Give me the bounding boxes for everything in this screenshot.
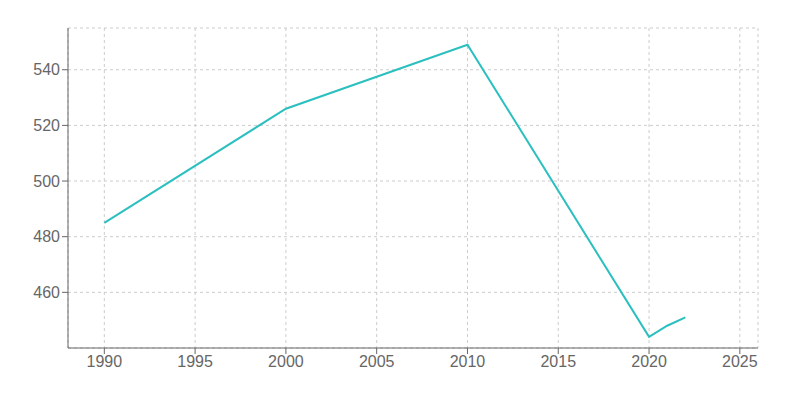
svg-text:540: 540 bbox=[33, 61, 60, 78]
svg-text:1995: 1995 bbox=[177, 353, 213, 370]
svg-text:2010: 2010 bbox=[450, 353, 486, 370]
svg-text:2015: 2015 bbox=[540, 353, 576, 370]
svg-text:2000: 2000 bbox=[268, 353, 304, 370]
svg-text:500: 500 bbox=[33, 173, 60, 190]
svg-text:2025: 2025 bbox=[722, 353, 758, 370]
svg-text:2005: 2005 bbox=[359, 353, 395, 370]
svg-text:2020: 2020 bbox=[631, 353, 667, 370]
svg-text:1990: 1990 bbox=[87, 353, 123, 370]
svg-text:460: 460 bbox=[33, 284, 60, 301]
svg-text:480: 480 bbox=[33, 228, 60, 245]
svg-text:520: 520 bbox=[33, 117, 60, 134]
